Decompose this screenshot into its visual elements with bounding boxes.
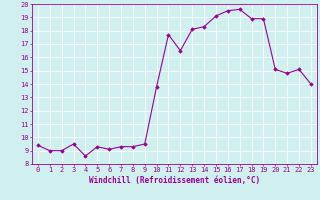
X-axis label: Windchill (Refroidissement éolien,°C): Windchill (Refroidissement éolien,°C) bbox=[89, 176, 260, 185]
